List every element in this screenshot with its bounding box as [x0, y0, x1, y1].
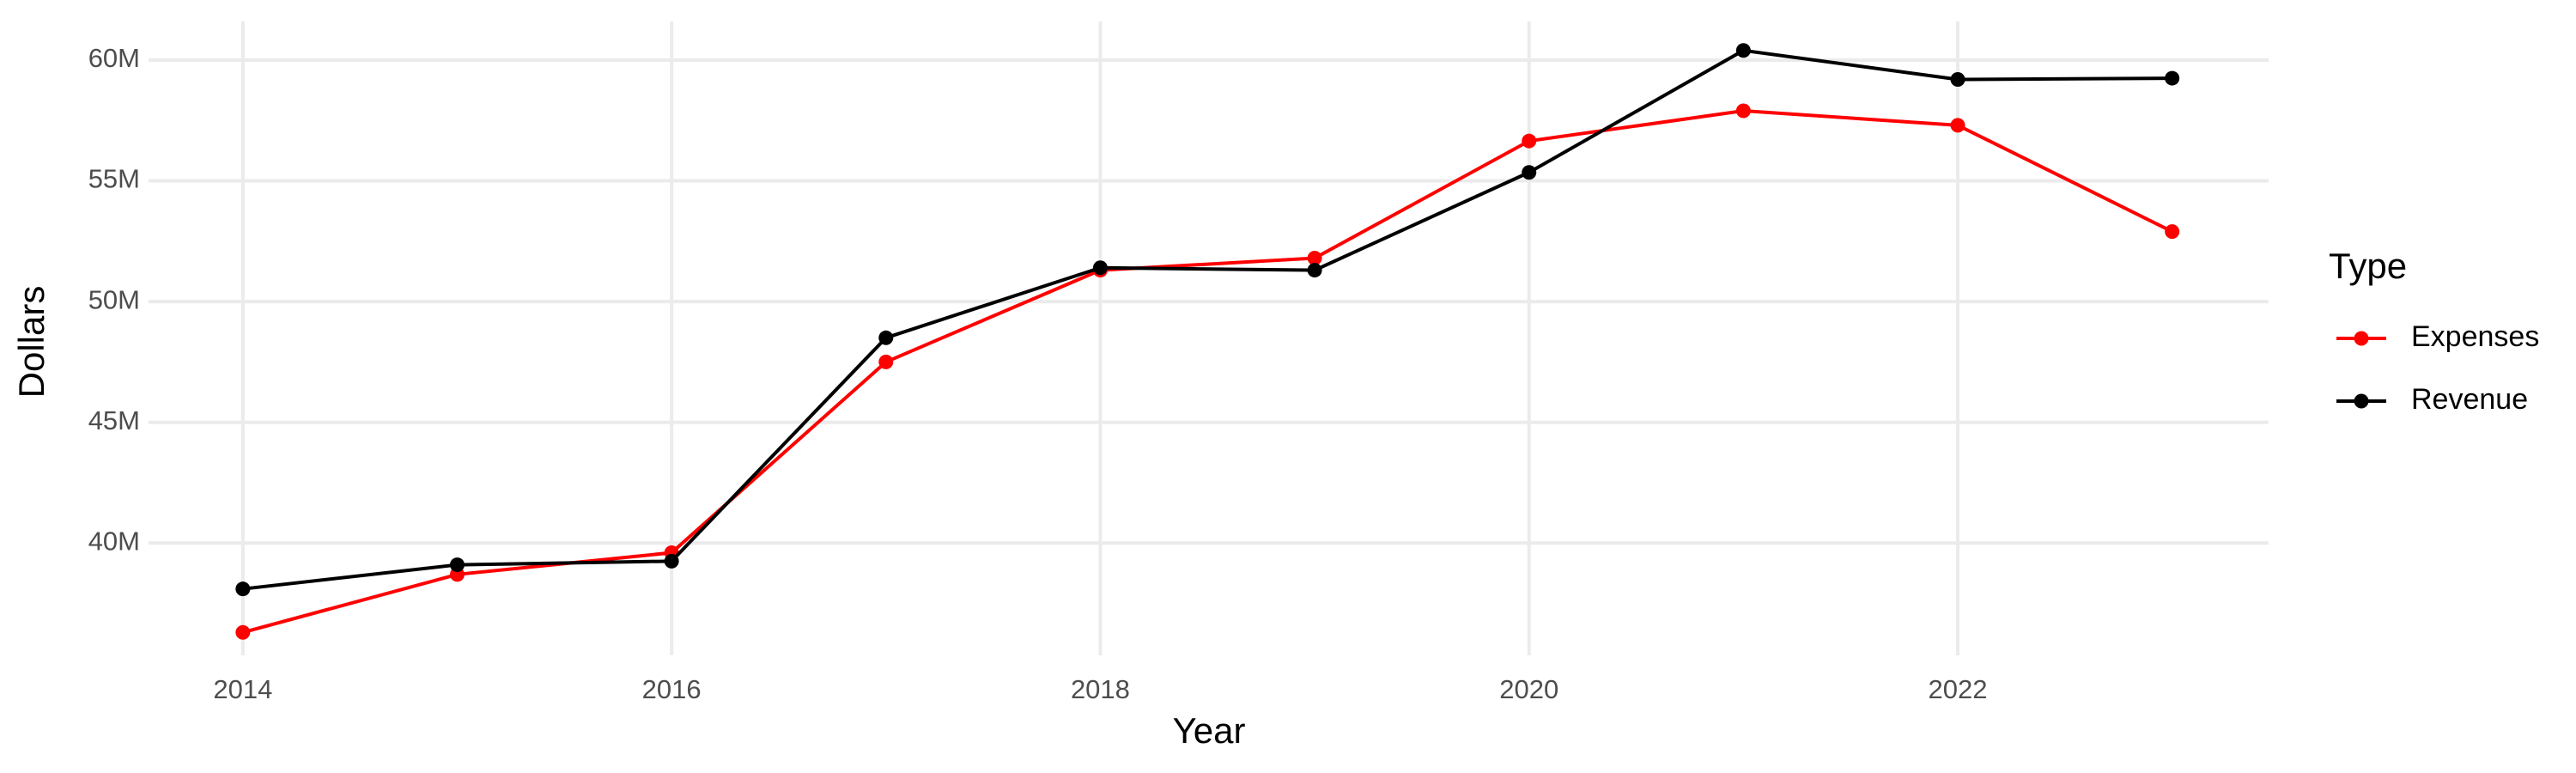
- legend-key-point: [2354, 393, 2369, 409]
- data-point: [1522, 165, 1537, 180]
- series-line: [242, 48, 2172, 591]
- x-tick-label: 2016: [642, 674, 702, 704]
- data-point: [1307, 263, 1322, 278]
- x-tick-label: 2020: [1499, 674, 1558, 704]
- data-point: [1735, 43, 1751, 58]
- data-point: [878, 330, 894, 345]
- data-point: [878, 354, 894, 369]
- y-tick-label: 45M: [88, 405, 140, 435]
- series-line: [242, 109, 2173, 635]
- data-point: [1522, 133, 1537, 149]
- legend-title: Type: [2329, 246, 2407, 286]
- legend-key-point: [2354, 331, 2369, 346]
- x-axis-title: Year: [1173, 710, 1246, 751]
- legend-label: Revenue: [2411, 383, 2528, 416]
- legend-label: Expenses: [2411, 320, 2539, 353]
- y-tick-label: 60M: [88, 43, 140, 73]
- data-point: [664, 553, 679, 569]
- x-tick-label: 2022: [1929, 674, 1988, 704]
- x-tick-label: 2018: [1071, 674, 1130, 704]
- y-tick-label: 40M: [88, 526, 140, 556]
- data-point: [235, 581, 251, 597]
- x-tick-label: 2014: [213, 674, 272, 704]
- y-axis-title: Dollars: [11, 286, 52, 399]
- y-tick-label: 55M: [88, 164, 140, 194]
- data-point: [2165, 224, 2180, 240]
- data-point: [235, 624, 251, 640]
- data-point: [1092, 260, 1108, 276]
- data-point: [1950, 71, 1965, 87]
- data-point: [1735, 103, 1751, 119]
- data-point: [1307, 251, 1322, 266]
- data-point: [449, 557, 465, 573]
- data-point: [1950, 118, 1965, 133]
- data-point: [2165, 70, 2180, 86]
- y-tick-label: 50M: [88, 284, 140, 314]
